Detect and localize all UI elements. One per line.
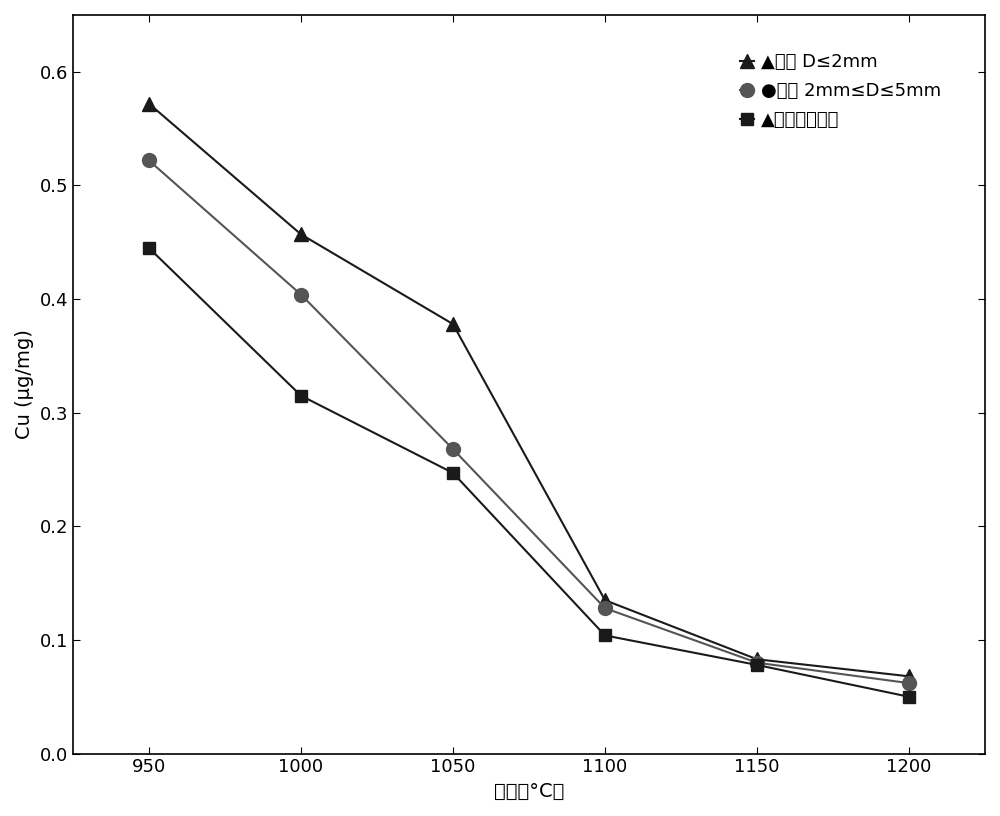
●代表 2mm≤D≤5mm <box>903 678 915 688</box>
▲代表完整颗粒 <box>447 468 459 478</box>
X-axis label: 温度（°C）: 温度（°C） <box>494 782 564 801</box>
Y-axis label: Cu (μg/mg): Cu (μg/mg) <box>15 330 34 439</box>
●代表 2mm≤D≤5mm <box>143 156 155 166</box>
▲代表完整颗粒 <box>903 692 915 702</box>
▲代表完整颗粒 <box>295 391 307 401</box>
●代表 2mm≤D≤5mm <box>599 603 611 613</box>
▲代表 D≤2mm <box>903 672 915 681</box>
▲代表完整颗粒 <box>751 660 763 670</box>
▲代表 D≤2mm <box>599 596 611 605</box>
Legend: ▲代表 D≤2mm, ●代表 2mm≤D≤5mm, ▲代表完整颗粒: ▲代表 D≤2mm, ●代表 2mm≤D≤5mm, ▲代表完整颗粒 <box>732 47 949 136</box>
▲代表 D≤2mm <box>143 99 155 109</box>
Line: ▲代表 D≤2mm: ▲代表 D≤2mm <box>142 96 916 683</box>
▲代表 D≤2mm <box>295 229 307 239</box>
●代表 2mm≤D≤5mm <box>295 290 307 299</box>
Line: ▲代表完整颗粒: ▲代表完整颗粒 <box>143 242 915 703</box>
▲代表 D≤2mm <box>447 319 459 329</box>
▲代表完整颗粒 <box>143 243 155 253</box>
▲代表完整颗粒 <box>599 631 611 641</box>
●代表 2mm≤D≤5mm <box>751 658 763 667</box>
Line: ●代表 2mm≤D≤5mm: ●代表 2mm≤D≤5mm <box>142 153 916 690</box>
●代表 2mm≤D≤5mm <box>447 444 459 454</box>
▲代表 D≤2mm <box>751 654 763 664</box>
